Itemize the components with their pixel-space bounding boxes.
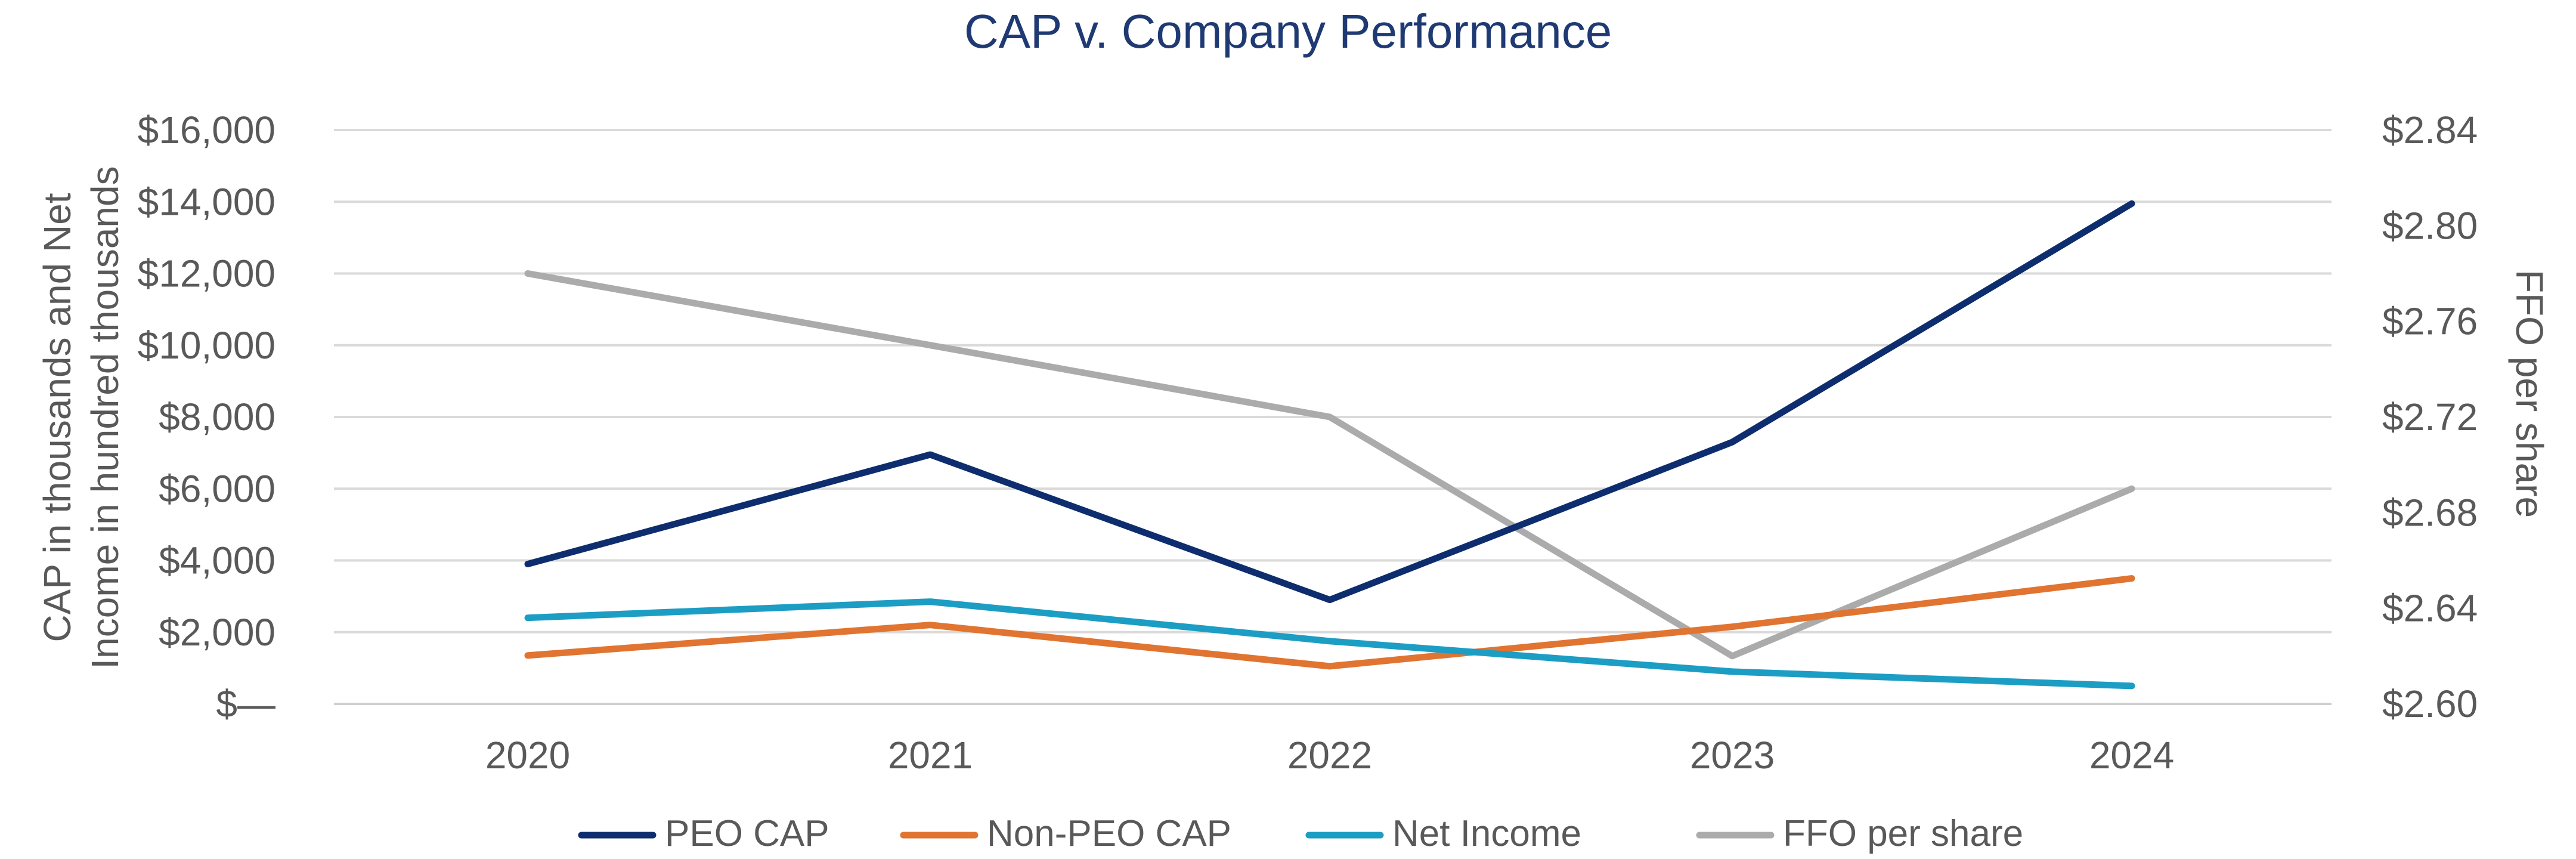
left-axis-label: CAP in thousands and Net Income in hundr… bbox=[36, 166, 126, 669]
x-tick-label: 2020 bbox=[485, 734, 570, 777]
legend-item-non-peo-cap: Non-PEO CAP bbox=[900, 813, 1231, 854]
x-tick-label: 2023 bbox=[1690, 734, 1775, 777]
left-tick-label: $8,000 bbox=[159, 395, 275, 438]
legend-item-net-income: Net Income bbox=[1305, 813, 1581, 854]
x-tick-label: 2024 bbox=[2089, 734, 2174, 777]
legend-item-ffo-per-share: FFO per share bbox=[1696, 813, 2023, 854]
right-tick-label: $2.76 bbox=[2382, 300, 2478, 343]
legend-label: FFO per share bbox=[1783, 813, 2023, 854]
x-tick-label: 2022 bbox=[1287, 734, 1372, 777]
right-axis-label: FFO per share bbox=[2508, 270, 2551, 518]
left-tick-label: $12,000 bbox=[138, 252, 275, 295]
left-axis-ticks: $— $2,000 $4,000 $6,000 $8,000 $10,000 $12,000… bbox=[138, 109, 275, 725]
left-tick-label: $6,000 bbox=[159, 467, 275, 510]
legend: PEO CAP Non-PEO CAP Net Income FFO per shar… bbox=[578, 813, 2023, 854]
right-tick-label: $2.84 bbox=[2382, 109, 2478, 152]
legend-label: Net Income bbox=[1392, 813, 1581, 854]
right-tick-label: $2.60 bbox=[2382, 682, 2478, 725]
series-line-peo-cap bbox=[524, 200, 2135, 604]
series-lines bbox=[524, 200, 2135, 690]
right-tick-label: $2.72 bbox=[2382, 395, 2478, 438]
right-axis-ticks: $2.60 $2.64 $2.68 $2.72 $2.76 $2.80 $2.84 bbox=[2382, 109, 2478, 725]
chart-title: CAP v. Company Performance bbox=[964, 5, 1612, 58]
legend-item-peo-cap: PEO CAP bbox=[578, 813, 829, 854]
left-tick-label: $— bbox=[216, 682, 275, 725]
series-line-non-peo-cap bbox=[524, 575, 2135, 670]
left-tick-label: $4,000 bbox=[159, 539, 275, 582]
left-tick-label: $16,000 bbox=[138, 109, 275, 152]
left-tick-label: $2,000 bbox=[159, 611, 275, 654]
right-tick-label: $2.80 bbox=[2382, 204, 2478, 247]
left-tick-label: $10,000 bbox=[138, 324, 275, 367]
legend-label: PEO CAP bbox=[665, 813, 829, 854]
x-tick-label: 2021 bbox=[888, 734, 973, 777]
x-axis-ticks: 2020 2021 2022 2023 2024 bbox=[485, 734, 2174, 777]
left-tick-label: $14,000 bbox=[138, 180, 275, 223]
left-axis-label-line-1: CAP in thousands and Net bbox=[36, 193, 79, 642]
legend-label: Non-PEO CAP bbox=[987, 813, 1231, 854]
series-line-net-income bbox=[524, 598, 2135, 690]
series-line-ffo-per-share bbox=[524, 270, 2135, 660]
right-tick-label: $2.68 bbox=[2382, 491, 2478, 534]
right-tick-label: $2.64 bbox=[2382, 587, 2478, 630]
left-axis-label-line-2: Income in hundred thousands bbox=[83, 166, 126, 669]
